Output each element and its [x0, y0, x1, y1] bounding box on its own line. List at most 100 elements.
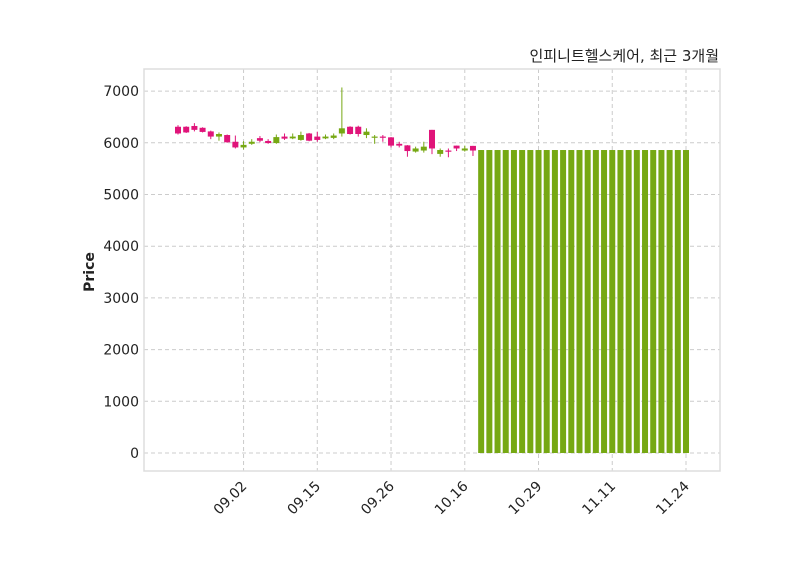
candle — [281, 133, 288, 140]
candle — [510, 150, 517, 454]
candle — [461, 145, 468, 152]
candle — [576, 150, 583, 454]
candle-body — [437, 150, 444, 154]
candle — [289, 133, 296, 140]
candle-body — [502, 150, 509, 454]
x-tick-label: 10.29 — [506, 479, 546, 519]
candle-body — [232, 141, 239, 148]
candle-body — [650, 150, 657, 454]
candle-body — [510, 150, 517, 454]
candle-body — [355, 126, 362, 134]
candle — [314, 131, 321, 142]
candle — [633, 150, 640, 454]
candle — [551, 150, 558, 454]
candle-body — [453, 145, 460, 149]
candle-body — [256, 138, 263, 141]
candle — [502, 150, 509, 454]
candle — [183, 126, 190, 133]
candle-body — [535, 150, 542, 454]
candle — [215, 132, 222, 141]
candle — [486, 150, 493, 454]
candle — [601, 150, 608, 454]
candle-body — [674, 150, 681, 454]
candle — [658, 150, 665, 454]
candle — [453, 145, 460, 152]
y-tick-label: 0 — [130, 446, 139, 462]
candle-body — [404, 145, 411, 152]
candle — [519, 150, 526, 454]
candle-body — [297, 135, 304, 140]
candle — [404, 145, 411, 157]
candle — [478, 150, 485, 454]
candle — [584, 150, 591, 454]
candle — [248, 139, 255, 145]
candle-body — [461, 148, 468, 151]
x-tick-label: 11.24 — [653, 478, 693, 518]
candle-body — [584, 150, 591, 454]
candle — [306, 132, 313, 142]
candle — [469, 145, 476, 156]
candle-body — [625, 150, 632, 454]
candle-body — [347, 126, 354, 134]
candle-body — [224, 135, 231, 143]
y-tick-label: 6000 — [103, 136, 139, 152]
candle-body — [429, 129, 435, 149]
candle-body — [469, 145, 476, 151]
candle-body — [666, 150, 673, 454]
candle-body — [601, 150, 608, 454]
candle-body — [412, 148, 419, 152]
candle-body — [207, 131, 214, 137]
candle-body — [248, 141, 255, 144]
y-tick-label: 1000 — [103, 394, 139, 410]
candle — [494, 150, 501, 454]
candle-body — [314, 136, 321, 140]
candle-body — [527, 150, 534, 454]
y-tick-label: 2000 — [103, 343, 139, 359]
candle — [297, 131, 304, 141]
candle-body — [560, 150, 567, 454]
candle-body — [609, 150, 616, 454]
candle — [609, 150, 616, 454]
candle — [535, 150, 542, 454]
candle — [650, 150, 657, 454]
candle-body — [306, 133, 313, 141]
candle-body — [265, 140, 272, 144]
candle — [338, 87, 345, 137]
candle-body — [445, 150, 452, 152]
candle — [429, 129, 435, 155]
candle-body — [215, 133, 222, 137]
candle — [273, 134, 280, 144]
candle-body — [396, 143, 403, 146]
candle-body — [363, 131, 370, 136]
candle — [445, 148, 452, 158]
candles — [175, 87, 689, 454]
y-tick-label: 3000 — [103, 291, 139, 307]
candle — [371, 135, 378, 144]
candle — [388, 137, 395, 148]
candle-body — [191, 125, 198, 130]
candle — [396, 141, 403, 148]
candle-body — [494, 150, 501, 454]
candle-body — [281, 136, 288, 139]
candle — [175, 125, 182, 135]
x-tick-label: 09.02 — [211, 479, 251, 519]
candle-body — [338, 128, 345, 134]
plot-frame — [143, 68, 721, 472]
y-tick-label: 4000 — [103, 239, 139, 255]
candle-body — [420, 146, 427, 151]
candle — [330, 133, 337, 140]
candle-body — [388, 137, 395, 146]
candle — [322, 134, 329, 140]
x-tick-label: 09.26 — [358, 478, 398, 518]
candle — [527, 150, 534, 454]
candle — [224, 134, 231, 143]
candle-body — [682, 150, 689, 454]
candle-body — [633, 150, 640, 454]
y-tick-label: 7000 — [103, 84, 139, 100]
candle — [412, 146, 419, 153]
candle-body — [543, 150, 550, 454]
candle — [347, 126, 354, 135]
candle-body — [576, 150, 583, 454]
candle — [568, 150, 575, 454]
candle-body — [330, 135, 337, 138]
